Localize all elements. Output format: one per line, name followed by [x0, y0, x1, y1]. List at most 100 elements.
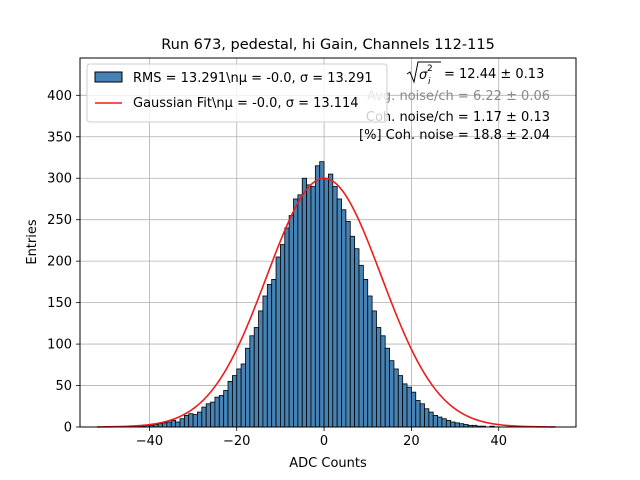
- histogram-bar: [393, 368, 399, 428]
- chart-title: Run 673, pedestal, hi Gain, Channels 112…: [161, 37, 495, 53]
- histogram-bar: [362, 278, 369, 428]
- histogram-bar: [293, 198, 299, 428]
- svg-text:i: i: [428, 77, 431, 87]
- histogram-bar: [236, 368, 242, 428]
- y-tick-label-0: 0: [64, 421, 72, 436]
- pct-coh-noise-text: [%] Coh. noise = 18.8 ± 2.04: [359, 128, 550, 143]
- histogram-bar: [192, 414, 198, 428]
- histogram-bar: [380, 335, 386, 428]
- histogram-bar: [349, 235, 356, 428]
- histogram-bar: [314, 165, 321, 428]
- histogram-bar: [402, 383, 408, 428]
- histogram-bar: [432, 414, 438, 428]
- y-tick-label-2: 100: [47, 338, 72, 353]
- histogram-bar: [306, 184, 312, 428]
- histogram-bar: [384, 347, 390, 428]
- plot-frame: [79, 57, 577, 428]
- histogram-bar: [253, 327, 259, 428]
- histogram-bar: [397, 375, 404, 428]
- histogram-bar: [415, 400, 421, 428]
- avg-noise-text: Avg. noise/ch = 6.22 ± 0.06: [367, 89, 550, 104]
- histogram-bar: [170, 419, 177, 428]
- histogram-bar: [271, 278, 277, 428]
- y-tick-label-3: 150: [47, 296, 72, 311]
- histogram-bar: [354, 248, 360, 428]
- legend-box: [86, 63, 388, 123]
- histogram-bar: [175, 421, 181, 428]
- histogram-bar: [336, 198, 342, 428]
- x-tick-label-3: 20: [403, 434, 420, 449]
- histogram-bar: [424, 408, 430, 428]
- histogram-bar: [450, 421, 456, 428]
- legend-bar-swatch: [94, 71, 123, 83]
- histogram-bar: [179, 418, 185, 428]
- noise-annotations: σ 2 i = 12.44 ± 0.13 Avg. noise/ch = 6.2…: [359, 61, 550, 143]
- svg-text:2: 2: [427, 64, 433, 74]
- histogram-bar: [358, 264, 364, 428]
- sigma-i-value: = 12.44 ± 0.13: [444, 67, 544, 82]
- histogram-bar: [214, 396, 220, 428]
- y-axis-label: Entries: [25, 219, 40, 265]
- histogram-bar: [201, 406, 207, 428]
- histogram-bar: [188, 413, 194, 428]
- histogram-bar: [328, 173, 334, 428]
- histogram-bar: [437, 416, 443, 428]
- histogram-bar: [445, 419, 452, 428]
- x-axis-ticks: −40 −20 0 20 40: [136, 427, 507, 449]
- x-tick-label-2: 0: [320, 434, 328, 449]
- histogram-bar: [297, 194, 303, 428]
- histogram-bar: [266, 283, 273, 428]
- histogram-bar: [280, 244, 286, 428]
- histogram-bar: [258, 310, 264, 428]
- histogram-bar: [249, 335, 255, 428]
- histogram-bar: [262, 295, 268, 428]
- histogram-bar: [454, 422, 460, 428]
- histogram-bar: [197, 411, 203, 428]
- histogram-bar: [275, 256, 281, 428]
- histogram-bar: [210, 401, 216, 428]
- gaussian-fit-line: [97, 177, 556, 428]
- y-tick-label-5: 250: [47, 213, 72, 228]
- y-tick-label-4: 200: [47, 255, 72, 270]
- histogram-bar: [323, 177, 329, 428]
- y-tick-label-6: 300: [47, 172, 72, 187]
- histogram-bar: [245, 347, 251, 428]
- histogram-bar: [162, 422, 168, 428]
- x-tick-label-0: −40: [136, 434, 163, 449]
- histogram-bar: [301, 177, 308, 428]
- y-axis-ticks: 0 50 100 150 200 250 300 350 400: [47, 89, 80, 436]
- y-tick-label-8: 400: [47, 89, 72, 104]
- histogram-bar: [376, 327, 382, 428]
- y-tick-label-7: 350: [47, 130, 72, 145]
- histogram-bar: [284, 227, 290, 428]
- histogram-bar: [367, 295, 373, 428]
- histogram-bar: [410, 391, 417, 428]
- legend-entry-rms: RMS = 13.291\nμ = -0.0, σ = 13.291: [133, 71, 373, 86]
- x-axis-label: ADC Counts: [289, 456, 367, 471]
- histogram-bar: [428, 411, 434, 428]
- histogram-bar: [218, 395, 225, 428]
- histogram-bar: [419, 403, 425, 428]
- y-tick-label-1: 50: [55, 379, 72, 394]
- histogram-bar: [371, 310, 377, 428]
- histogram-bar: [240, 363, 246, 428]
- x-tick-label-1: −20: [223, 434, 250, 449]
- coh-noise-text: Coh. noise/ch = 1.17 ± 0.13: [366, 110, 550, 125]
- histogram-bar: [441, 418, 447, 428]
- histogram-bar: [389, 360, 395, 428]
- histogram-bar: [332, 186, 338, 428]
- x-tick-label-4: 40: [490, 434, 507, 449]
- histogram-bar: [183, 414, 190, 428]
- histogram-bar: [288, 215, 294, 428]
- svg-text:σ: σ: [419, 68, 428, 83]
- legend-entry-fit: Gaussian Fit\nμ = -0.0, σ = 13.114: [133, 96, 359, 111]
- sigma-sqrt-symbol: σ 2 i: [406, 61, 441, 87]
- histogram-bar: [205, 403, 211, 428]
- histogram-bar: [319, 161, 325, 428]
- histogram-bar: [231, 375, 238, 428]
- histogram-bar: [310, 186, 316, 428]
- histogram-bar: [227, 380, 233, 428]
- histogram-bar: [223, 390, 229, 428]
- histogram-bar: [166, 421, 172, 428]
